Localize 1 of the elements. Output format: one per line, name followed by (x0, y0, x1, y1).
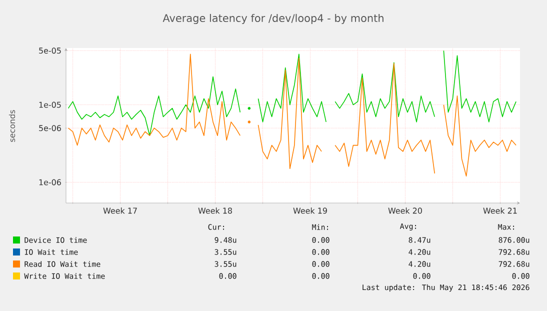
chart-title: Average latency for /dev/loop4 - by month (162, 14, 384, 24)
